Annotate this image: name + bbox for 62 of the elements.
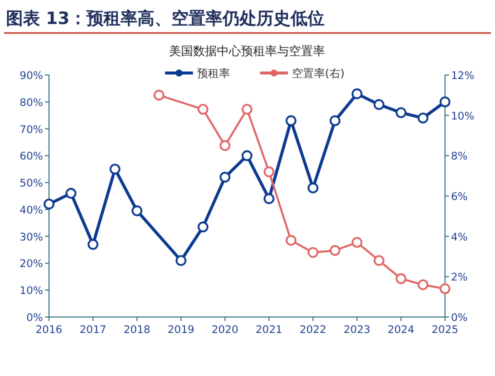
x-tick-label: 2025 — [432, 324, 458, 336]
point — [264, 166, 274, 178]
x-tick-label: 2018 — [124, 324, 150, 336]
point — [396, 273, 406, 284]
x-tick-label: 2019 — [168, 324, 194, 336]
y-tick-label: 70% — [20, 124, 44, 136]
point — [198, 222, 208, 232]
x-tick-label: 2024 — [388, 324, 415, 336]
point — [110, 164, 120, 175]
point — [286, 234, 296, 246]
y2-tick-label: 4% — [451, 231, 468, 244]
point — [352, 236, 362, 248]
point — [396, 107, 406, 118]
point — [242, 150, 252, 162]
point — [418, 112, 428, 124]
chart-subtitle: 美国数据中心预租率与空置率 — [169, 44, 325, 58]
x-tick-label: 2017 — [80, 324, 106, 336]
point — [264, 193, 274, 204]
x-tick-label: 2016 — [36, 324, 63, 336]
point — [66, 188, 76, 199]
x-tick-label: 2021 — [256, 324, 282, 336]
y2-tick-label: 0% — [451, 312, 468, 324]
point — [330, 115, 340, 126]
point — [44, 198, 54, 210]
y-tick-label: 90% — [20, 70, 44, 82]
point — [374, 255, 384, 266]
point — [220, 172, 230, 183]
y-tick-label: 80% — [20, 96, 44, 109]
point — [440, 283, 450, 294]
y2-tick-label: 12% — [451, 70, 474, 82]
y-tick-label: 0% — [26, 312, 44, 324]
point — [440, 96, 450, 108]
point — [374, 99, 384, 110]
y-tick-label: 50% — [20, 178, 44, 190]
point — [308, 182, 318, 194]
y-tick-label: 20% — [20, 258, 44, 270]
legend-label: 预租率 — [197, 67, 230, 80]
x-tick-label: 2020 — [212, 324, 238, 336]
y2-tick-label: 8% — [451, 150, 468, 163]
point — [242, 104, 252, 115]
y-tick-label: 10% — [20, 285, 44, 298]
legend-label: 空置率(右) — [292, 67, 345, 80]
point — [220, 140, 230, 151]
x-tick-label: 2023 — [344, 324, 370, 336]
y2-tick-label: 6% — [451, 191, 468, 203]
point — [286, 115, 296, 126]
point — [198, 104, 208, 115]
point — [308, 247, 318, 258]
point — [88, 239, 98, 250]
y-tick-label: 30% — [20, 231, 44, 244]
x-tick-label: 2022 — [300, 324, 326, 336]
chart-title: 图表 13：预租率高、空置率仍处历史低位 — [6, 9, 325, 29]
y2-tick-label: 2% — [451, 272, 468, 284]
point — [330, 245, 340, 256]
y-tick-label: 60% — [20, 150, 44, 163]
point — [418, 279, 428, 290]
point — [176, 255, 186, 266]
point — [154, 90, 164, 101]
point — [352, 88, 362, 100]
y-tick-label: 40% — [20, 204, 44, 216]
point — [132, 205, 142, 216]
y2-tick-label: 10% — [451, 110, 474, 122]
